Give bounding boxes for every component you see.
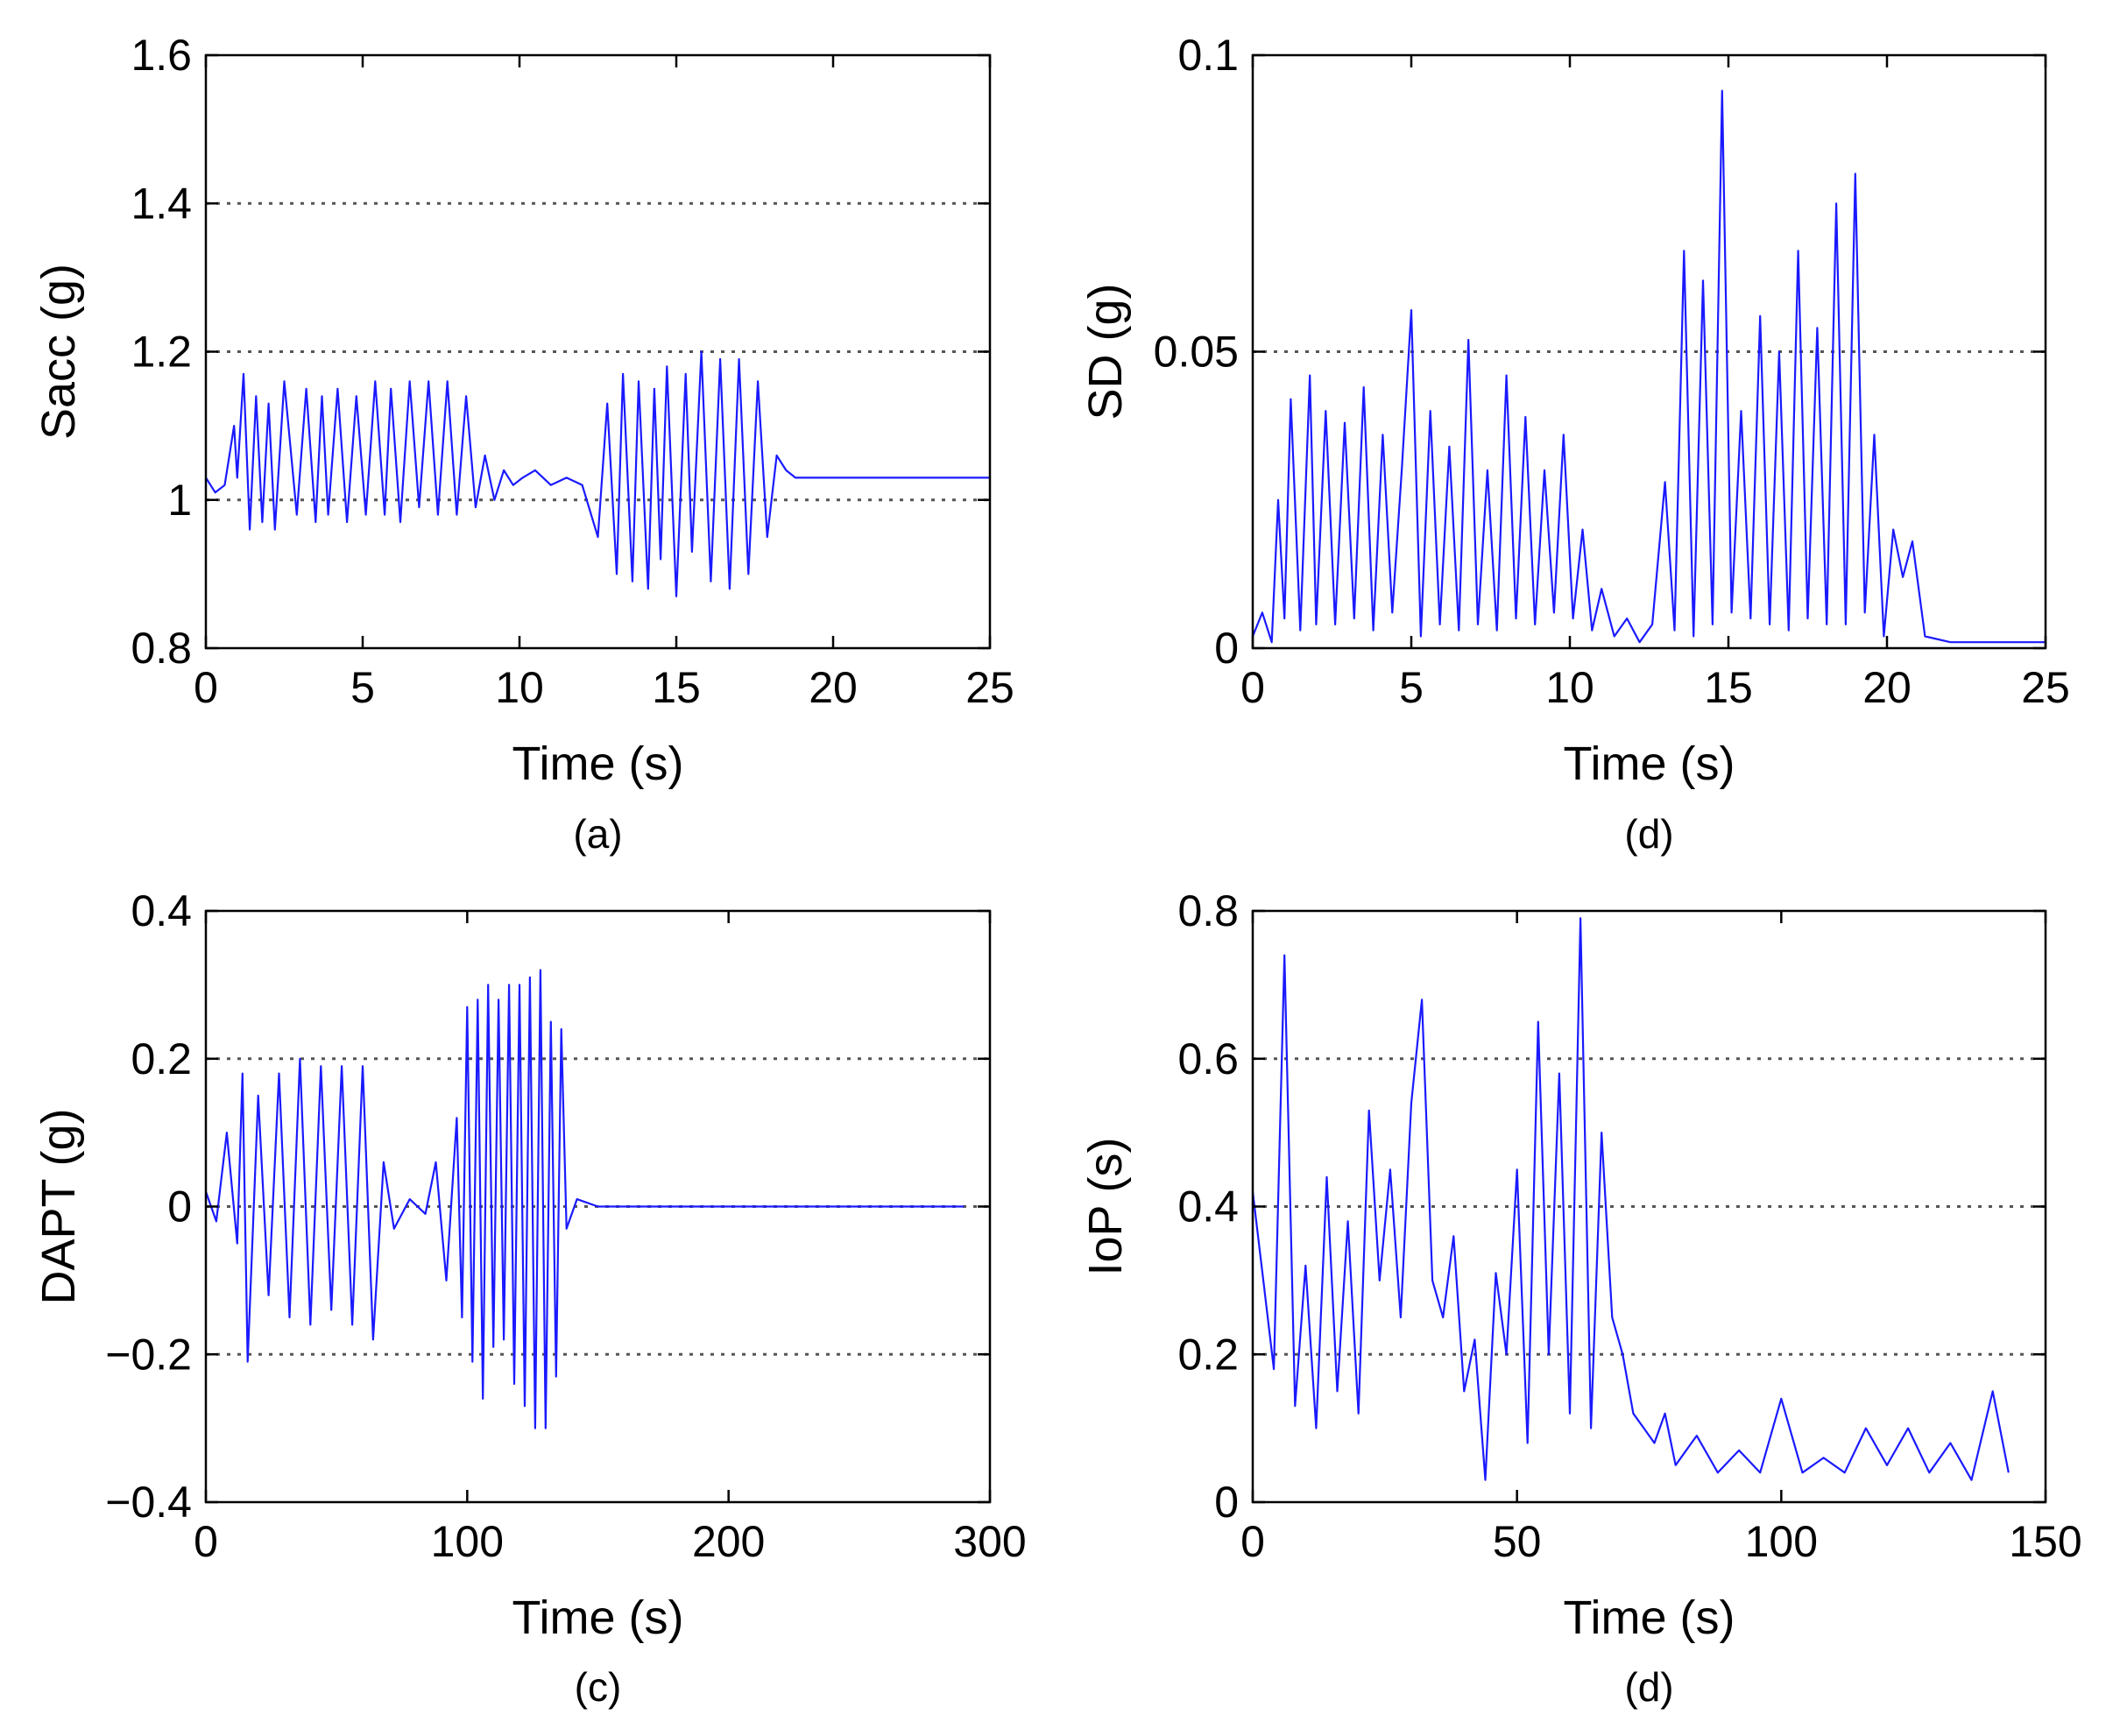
panel-caption: (d) [1624, 811, 1673, 857]
x-tick-label: 100 [431, 1517, 504, 1566]
y-axis-label: SD (g) [1079, 283, 1132, 420]
x-axis-label: Time (s) [512, 1591, 684, 1644]
x-tick-label: 50 [1493, 1517, 1542, 1566]
x-tick-label: 100 [1745, 1517, 1818, 1566]
series-line-iop [1251, 917, 2010, 1481]
y-tick-label: 1.6 [131, 31, 192, 80]
y-tick-label: −0.4 [105, 1478, 192, 1527]
x-tick-label: 200 [692, 1517, 765, 1566]
x-tick-label: 10 [1545, 663, 1594, 712]
x-tick-label: 25 [2021, 663, 2070, 712]
panel-d2: 0 50 100 150 0 0.2 0.4 0.6 0.8 Time (s) IoP (s) (d) [1079, 886, 2082, 1710]
panel-caption: (c) [575, 1664, 622, 1710]
y-tick-label: 1.2 [131, 328, 192, 377]
y-axis-label: IoP (s) [1079, 1137, 1132, 1275]
y-tick-label: 0.4 [131, 886, 192, 935]
x-axis-label: Time (s) [1564, 1591, 1735, 1644]
series-line-sd [1251, 89, 2046, 644]
x-tick-label: 0 [194, 663, 218, 712]
y-tick-label: 1 [167, 476, 192, 525]
x-tick-label: 0 [1240, 663, 1265, 712]
y-tick-label: 0.8 [131, 624, 192, 673]
x-tick-label: 0 [1240, 1517, 1265, 1566]
panel-c: 0 100 200 300 −0.4 −0.2 0 0.2 0.4 Time (s) DAPT (g… [32, 886, 1027, 1710]
x-tick-label: 5 [350, 663, 375, 712]
y-tick-label: 0.8 [1177, 886, 1239, 935]
y-tick-label: −0.2 [105, 1330, 192, 1379]
y-tick-label: 0.1 [1177, 31, 1239, 80]
panel-d1: 0 5 10 15 20 25 0 0.05 0.1 Time (s) SD (g) (d) [1079, 31, 2070, 857]
x-axis-label: Time (s) [512, 737, 684, 790]
y-tick-label: 0 [1214, 624, 1239, 673]
x-tick-label: 15 [652, 663, 701, 712]
y-tick-label: 1.4 [131, 179, 192, 228]
y-tick-label: 0 [167, 1182, 192, 1231]
y-tick-label: 0 [1214, 1478, 1239, 1527]
x-tick-label: 25 [965, 663, 1014, 712]
y-tick-label: 0.6 [1177, 1034, 1239, 1083]
x-tick-label: 300 [953, 1517, 1026, 1566]
x-tick-label: 0 [194, 1517, 218, 1566]
panel-caption: (d) [1624, 1664, 1673, 1710]
x-tick-label: 20 [1862, 663, 1912, 712]
x-tick-label: 10 [495, 663, 544, 712]
y-axis-label: Sacc (g) [32, 264, 85, 440]
y-tick-label: 0.4 [1177, 1182, 1239, 1231]
x-tick-label: 15 [1704, 663, 1753, 712]
x-tick-label: 150 [2009, 1517, 2081, 1566]
panel-caption: (a) [573, 811, 622, 857]
y-tick-label: 0.2 [1177, 1330, 1239, 1379]
y-tick-label: 0.05 [1154, 328, 1239, 377]
x-tick-label: 5 [1399, 663, 1424, 712]
y-tick-label: 0.2 [131, 1034, 192, 1083]
x-axis-label: Time (s) [1564, 737, 1735, 790]
series-line-dapt [204, 969, 965, 1429]
x-tick-label: 20 [809, 663, 858, 712]
panel-a: 0 5 10 15 20 25 0.8 1 1.2 1.4 1.6 Time (s) Sacc (g) (… [32, 31, 1014, 857]
y-axis-label: DAPT (g) [32, 1108, 85, 1304]
series-line-sacc [205, 350, 990, 597]
